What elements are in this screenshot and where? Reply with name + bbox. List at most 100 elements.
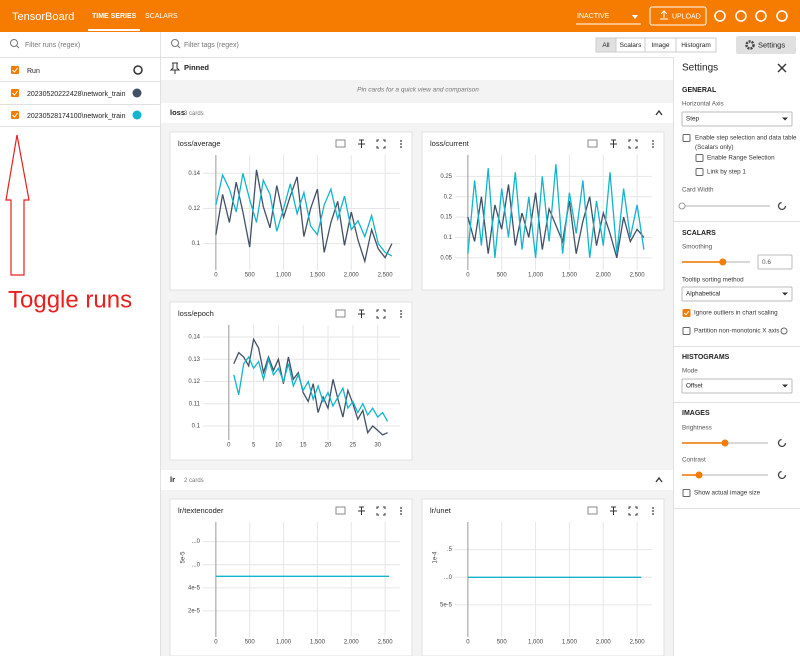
search-icon <box>16 45 20 49</box>
y-tick-label: 0.1 <box>192 241 201 247</box>
card-title: lr/textencoder <box>178 506 224 515</box>
fullscreen-icon[interactable] <box>587 139 598 148</box>
pin-button[interactable] <box>358 139 365 148</box>
expand-button[interactable] <box>376 139 386 149</box>
run-color[interactable] <box>132 88 142 98</box>
checkbox[interactable] <box>682 489 691 497</box>
fullscreen-icon[interactable] <box>335 506 346 515</box>
checkbox[interactable] <box>11 111 19 119</box>
menu-button[interactable] <box>652 510 654 512</box>
y-tick-label: ...0 <box>192 539 201 545</box>
menu-button[interactable] <box>652 507 654 509</box>
x-tick-label: 5 <box>252 443 256 449</box>
tag-filter[interactable]: Filter tags (regex) <box>184 42 239 49</box>
setting-label: Contrast <box>682 457 706 464</box>
checkbox[interactable] <box>695 154 704 162</box>
toolbar-icon[interactable] <box>735 10 747 22</box>
y-tick-label: ...0 <box>192 562 201 568</box>
toolbar-icon[interactable] <box>714 10 726 22</box>
menu-button[interactable] <box>400 310 402 312</box>
fullscreen-icon[interactable] <box>335 309 346 318</box>
select[interactable] <box>681 111 793 127</box>
menu-button[interactable] <box>400 146 402 148</box>
tab[interactable]: SCALARS <box>145 13 178 20</box>
expand-button[interactable] <box>376 309 386 319</box>
x-tick-label: 2,000 <box>596 273 612 279</box>
slider-thumb[interactable] <box>695 471 703 479</box>
x-tick-label: 2,500 <box>378 640 394 646</box>
collapse-button[interactable] <box>655 109 663 116</box>
smoothing-input[interactable] <box>757 254 793 270</box>
smoothing-value: 0.6 <box>762 259 771 266</box>
card-title: lr/unet <box>430 506 452 515</box>
y-tick-label: 2e-5 <box>188 608 201 614</box>
run-color[interactable] <box>132 110 142 120</box>
menu-button[interactable] <box>652 513 654 515</box>
palette-icon[interactable] <box>133 65 143 75</box>
slider-thumb[interactable] <box>721 439 729 447</box>
checkbox[interactable] <box>11 89 19 97</box>
pin-button[interactable] <box>610 139 617 148</box>
checkbox[interactable] <box>682 327 691 335</box>
expand-button[interactable] <box>376 506 386 516</box>
tab[interactable]: TIME SERIES <box>92 13 137 20</box>
y-tick-label: 0.15 <box>440 215 452 221</box>
series-line <box>467 184 645 258</box>
select[interactable] <box>681 378 793 394</box>
menu-button[interactable] <box>400 143 402 145</box>
menu-button[interactable] <box>400 507 402 509</box>
menu-button[interactable] <box>400 316 402 318</box>
card-title: loss/current <box>430 139 470 148</box>
expand-button[interactable] <box>628 139 638 149</box>
slider-thumb[interactable] <box>719 258 727 266</box>
x-tick-label: 25 <box>350 443 357 449</box>
setting-label: (Scalars only) <box>695 144 734 151</box>
checkbox[interactable] <box>682 134 691 142</box>
run-status[interactable]: INACTIVE <box>577 13 610 20</box>
checkbox[interactable] <box>695 168 704 176</box>
x-tick-label: 500 <box>245 640 256 646</box>
reset-button[interactable] <box>777 438 787 448</box>
menu-button[interactable] <box>652 140 654 142</box>
x-tick-label: 2,000 <box>344 273 360 279</box>
reset-button[interactable] <box>777 201 787 211</box>
annotation: Toggle runs <box>8 286 132 313</box>
run-filter[interactable]: Filter runs (regex) <box>25 42 80 49</box>
type-filter[interactable] <box>675 37 717 53</box>
group-name: lr <box>170 475 175 484</box>
menu-button[interactable] <box>652 143 654 145</box>
menu-button[interactable] <box>400 313 402 315</box>
upload-button[interactable] <box>649 6 707 26</box>
toolbar-icon[interactable] <box>776 10 788 22</box>
checkbox[interactable] <box>11 66 19 74</box>
menu-button[interactable] <box>400 513 402 515</box>
tab-underline <box>88 29 140 31</box>
x-tick-label: 1,000 <box>276 273 292 279</box>
upload-icon <box>660 10 668 20</box>
checkbox[interactable] <box>682 309 691 317</box>
collapse-button[interactable] <box>655 476 663 483</box>
select-caret <box>782 117 788 121</box>
select-value: Offset <box>686 383 703 390</box>
pin-button[interactable] <box>358 309 365 318</box>
menu-button[interactable] <box>652 146 654 148</box>
pin-button[interactable] <box>358 506 365 515</box>
select[interactable] <box>681 286 793 302</box>
close-button[interactable] <box>777 63 787 73</box>
expand-button[interactable] <box>628 506 638 516</box>
reset-button[interactable] <box>777 470 787 480</box>
setting-label: Link by step 1 <box>707 169 746 176</box>
select-value: Alphabetical <box>686 291 720 298</box>
setting-label: Smoothing <box>682 244 713 251</box>
select-value: Step <box>686 116 699 123</box>
setting-label: Enable Range Selection <box>707 155 775 162</box>
pin-button[interactable] <box>610 506 617 515</box>
toolbar-icon[interactable] <box>755 10 767 22</box>
slider-thumb[interactable] <box>678 202 686 210</box>
menu-button[interactable] <box>400 140 402 142</box>
fullscreen-icon[interactable] <box>335 139 346 148</box>
menu-button[interactable] <box>400 510 402 512</box>
y-tick-label: 0.13 <box>188 357 200 363</box>
fullscreen-icon[interactable] <box>587 506 598 515</box>
help-icon[interactable] <box>780 327 788 335</box>
